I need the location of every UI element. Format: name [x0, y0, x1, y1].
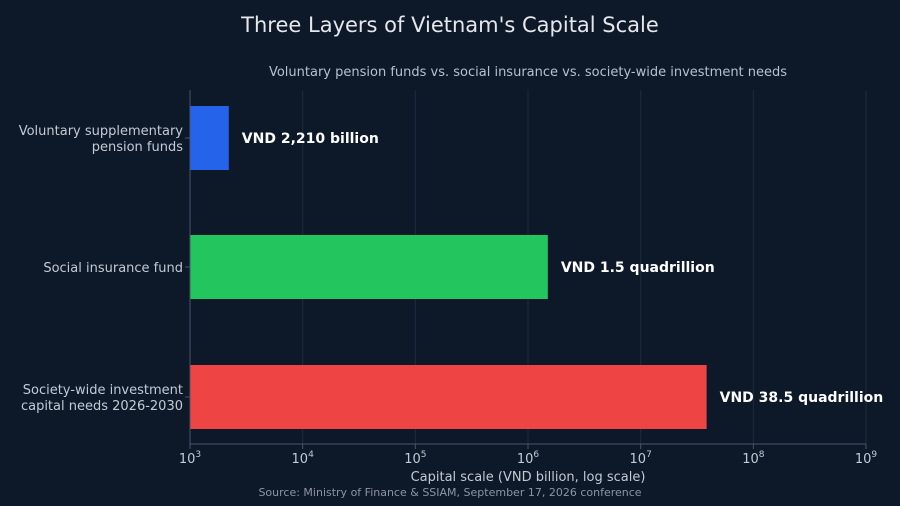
x-tick-label-3: 106 — [517, 450, 540, 467]
bar-2 — [190, 365, 707, 429]
x-tick-label-1: 104 — [292, 450, 315, 467]
x-tick-label-0: 103 — [179, 450, 201, 467]
category-label-1-line-0: Social insurance fund — [43, 261, 183, 276]
chart-subtitle: Voluntary pension funds vs. social insur… — [269, 65, 787, 80]
category-label-2-line-1: capital needs 2026-2030 — [21, 399, 183, 414]
bar-layer — [190, 106, 707, 429]
label-layer: VND 2,210 billion Voluntary supplementary… — [19, 124, 884, 414]
x-tick-label-4: 107 — [630, 450, 652, 467]
chart-title: Three Layers of Vietnam's Capital Scale — [240, 13, 659, 37]
category-label-0-line-1: pension funds — [92, 140, 184, 155]
x-axis-label: Capital scale (VND billion, log scale) — [411, 470, 646, 485]
data-label-1: VND 1.5 quadrillion — [561, 260, 715, 276]
bar-0 — [190, 106, 229, 170]
data-label-2: VND 38.5 quadrillion — [720, 390, 884, 406]
axis-layer: 103 104 105 106 107 108 109 — [179, 90, 878, 467]
category-label-0-line-0: Voluntary supplementary — [19, 124, 184, 139]
x-tick-label-6: 109 — [855, 450, 878, 467]
x-tick-label-5: 108 — [742, 450, 765, 467]
data-label-0: VND 2,210 billion — [242, 131, 379, 147]
bar-1 — [190, 235, 548, 299]
category-label-2-line-0: Society-wide investment — [23, 383, 183, 398]
x-tick-label-2: 105 — [404, 450, 426, 467]
source-note: Source: Ministry of Finance & SSIAM, Sep… — [258, 486, 641, 499]
